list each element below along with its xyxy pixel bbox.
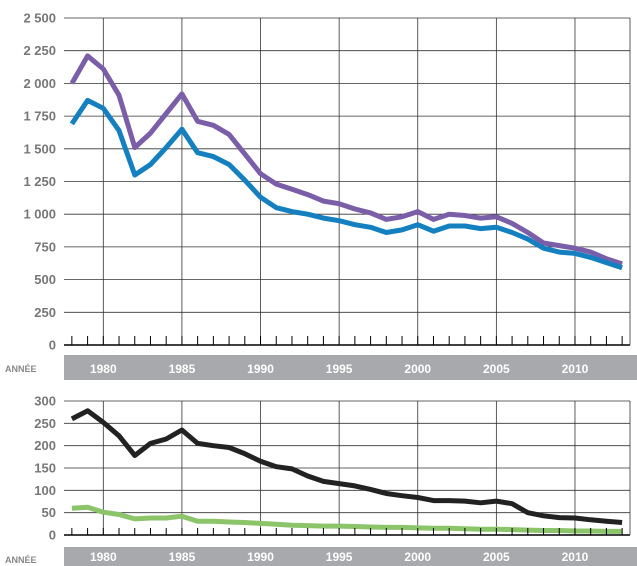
- y-tick-label: 0: [49, 528, 56, 543]
- top-series-line-2: [69, 97, 623, 271]
- y-tick-label: 1 250: [23, 174, 56, 189]
- y-tick-label: 300: [34, 394, 56, 409]
- y-tick-label: 1 500: [23, 141, 56, 156]
- x-tick-label: 2010: [562, 362, 589, 376]
- y-tick-label: 2 000: [23, 76, 56, 91]
- x-tick-label: 1985: [169, 550, 196, 564]
- bottom-series-lines: [70, 408, 623, 534]
- y-tick-label: 750: [34, 239, 56, 254]
- x-tick-label: 1995: [326, 362, 353, 376]
- y-tick-label: 500: [34, 272, 56, 287]
- x-tick-label: 2005: [483, 362, 510, 376]
- y-tick-label: 2 250: [23, 43, 56, 58]
- y-tick-label: 150: [34, 461, 56, 476]
- x-tick-label: 1985: [169, 362, 196, 376]
- x-tick-label: 2010: [562, 550, 589, 564]
- x-tick-label: 2000: [404, 362, 431, 376]
- y-tick-label: 250: [34, 305, 56, 320]
- x-tick-label: 1990: [247, 550, 274, 564]
- y-tick-label: 2 500: [23, 11, 56, 26]
- bottom-year-band-bg: [64, 547, 637, 566]
- y-tick-label: 1 000: [23, 207, 56, 222]
- bottom-minor-ticks: [71, 528, 623, 535]
- x-tick-label: 2000: [404, 550, 431, 564]
- y-tick-label: 250: [34, 416, 56, 431]
- y-tick-label: 0: [49, 338, 56, 353]
- x-tick-label: 2005: [483, 550, 510, 564]
- bottom-chart-panel: 0 50 100 150 200 250 300: [34, 394, 631, 543]
- y-tick-label: 1 750: [23, 109, 56, 124]
- top-chart-panel: 0 250 500 750 1 000 1 250 1 500 1 750 2 000 2 250…: [23, 11, 631, 353]
- top-series-lines: [69, 53, 623, 271]
- x-tick-label: 1980: [90, 362, 117, 376]
- x-tick-label: 1980: [90, 550, 117, 564]
- top-year-axis-band: ANNÉE 1980 1985 1990 1995 2000 2005 2010: [5, 355, 637, 380]
- top-x-tick-labels: 1980 1985 1990 1995 2000 2005 2010: [90, 362, 589, 376]
- bottom-y-tick-labels: 0 50 100 150 200 250 300: [34, 394, 56, 543]
- bottom-gridlines: [64, 400, 631, 536]
- top-series-line-1: [69, 53, 623, 267]
- top-axis-word: ANNÉE: [5, 364, 37, 374]
- top-gridlines: [64, 17, 631, 346]
- top-minor-ticks: [71, 336, 623, 345]
- y-tick-label: 200: [34, 438, 56, 453]
- x-tick-label: 1990: [247, 362, 274, 376]
- top-y-tick-labels: 0 250 500 750 1 000 1 250 1 500 1 750 2 000 2 250…: [23, 11, 56, 353]
- top-year-band-bg: [64, 355, 637, 380]
- y-tick-label: 50: [42, 505, 56, 520]
- x-tick-label: 1995: [326, 550, 353, 564]
- bottom-series-line-1: [70, 408, 623, 525]
- y-tick-label: 100: [34, 483, 56, 498]
- bottom-x-tick-labels: 1980 1985 1990 1995 2000 2005 2010: [90, 550, 589, 564]
- bottom-series-line-2: [71, 504, 623, 534]
- bottom-year-axis-band: ANNÉE 1980 1985 1990 1995 2000 2005 2010: [5, 547, 637, 566]
- bottom-axis-word: ANNÉE: [5, 555, 37, 565]
